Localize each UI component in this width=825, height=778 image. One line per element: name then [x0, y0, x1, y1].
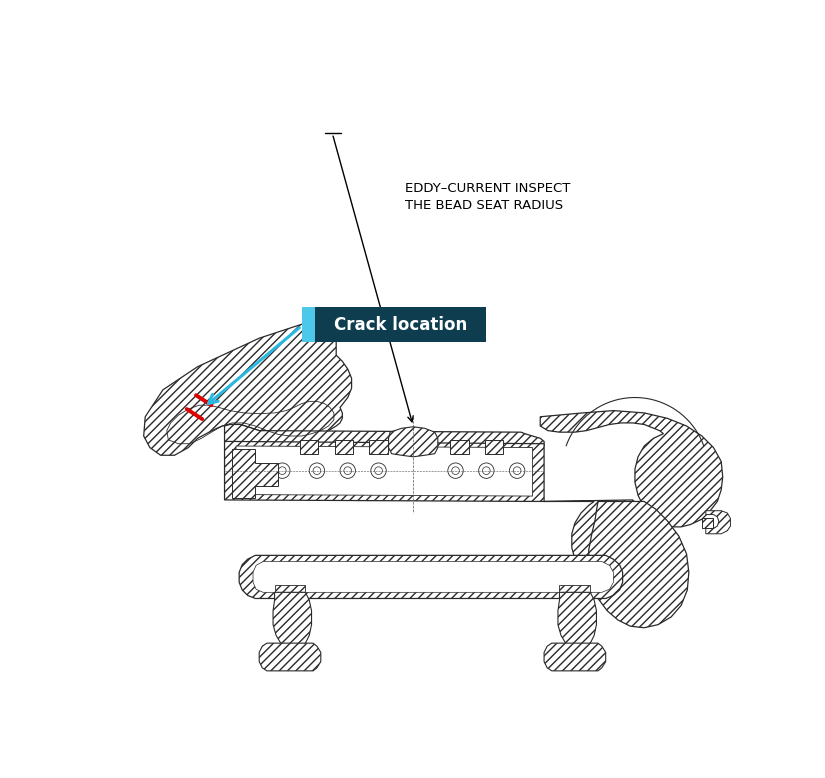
Circle shape: [448, 463, 464, 478]
Circle shape: [275, 463, 290, 478]
Circle shape: [279, 467, 286, 475]
FancyBboxPatch shape: [302, 307, 315, 342]
Polygon shape: [544, 500, 653, 583]
Polygon shape: [544, 643, 606, 671]
Circle shape: [309, 463, 324, 478]
Polygon shape: [273, 592, 312, 648]
Polygon shape: [236, 446, 533, 496]
Polygon shape: [706, 510, 730, 534]
Polygon shape: [389, 427, 438, 457]
Polygon shape: [144, 317, 351, 455]
Polygon shape: [702, 518, 714, 528]
Circle shape: [513, 467, 521, 475]
Polygon shape: [259, 643, 321, 671]
Circle shape: [483, 467, 490, 475]
Polygon shape: [540, 411, 723, 527]
Polygon shape: [485, 440, 503, 454]
Text: Crack location: Crack location: [334, 316, 468, 334]
Polygon shape: [253, 562, 614, 592]
Polygon shape: [239, 555, 623, 598]
Text: EDDY–CURRENT INSPECT
THE BEAD SEAT RADIUS: EDDY–CURRENT INSPECT THE BEAD SEAT RADIU…: [406, 182, 571, 212]
Polygon shape: [559, 584, 591, 592]
Circle shape: [478, 463, 494, 478]
Circle shape: [313, 467, 321, 475]
FancyBboxPatch shape: [315, 307, 487, 342]
Circle shape: [371, 463, 386, 478]
Polygon shape: [450, 440, 469, 454]
Polygon shape: [233, 449, 279, 498]
Circle shape: [344, 467, 351, 475]
Circle shape: [510, 463, 525, 478]
Polygon shape: [370, 440, 388, 454]
Circle shape: [340, 463, 356, 478]
Circle shape: [452, 467, 460, 475]
Polygon shape: [558, 592, 596, 648]
Polygon shape: [335, 440, 353, 454]
Polygon shape: [224, 425, 544, 455]
Polygon shape: [224, 441, 544, 502]
Polygon shape: [300, 440, 318, 454]
Polygon shape: [589, 502, 689, 628]
Circle shape: [375, 467, 383, 475]
Polygon shape: [275, 584, 305, 592]
